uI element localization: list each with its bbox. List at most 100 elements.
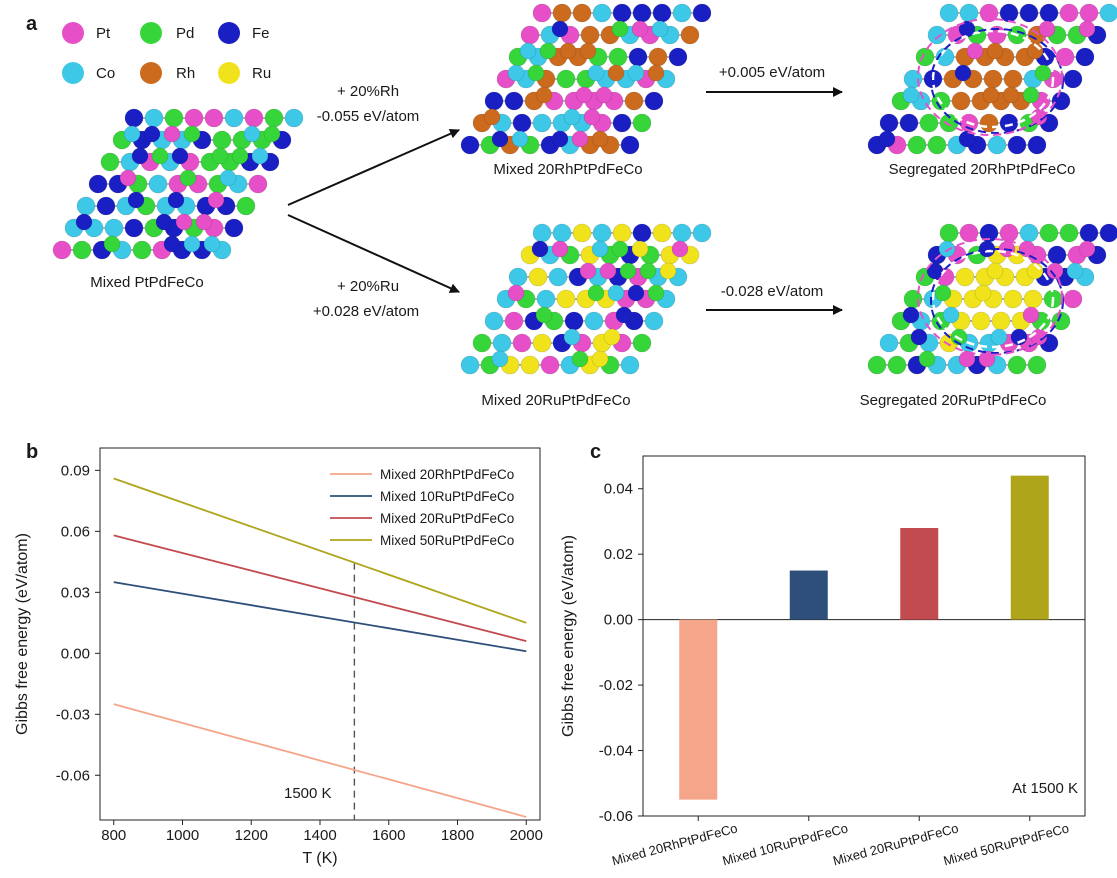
atom-pd [611, 240, 629, 258]
atom-fe [644, 91, 664, 111]
atom-pd [1039, 223, 1059, 243]
segregation-circle-blue [930, 248, 1064, 354]
atom-co [548, 267, 568, 287]
atom-pt [1078, 20, 1096, 38]
atom-ru [659, 262, 677, 280]
atom-co [927, 25, 947, 45]
arrow-to-rh [287, 129, 460, 206]
bar-2 [900, 528, 939, 620]
legend-entry: Mixed 50RuPtPdFeCo [380, 533, 514, 548]
atom-fe [88, 174, 108, 194]
atom-fe [1007, 135, 1027, 155]
atom-co [492, 333, 512, 353]
atom-fe [910, 328, 928, 346]
atom-co [536, 289, 556, 309]
atom-ru [520, 355, 540, 375]
atom-co [532, 113, 552, 133]
atom-pd [619, 262, 637, 280]
atom-co [519, 42, 537, 60]
atom-pt [1063, 289, 1083, 309]
label-mixed-20rh: Mixed 20RhPtPdFeCo [493, 161, 642, 178]
atom-fe [1027, 135, 1047, 155]
atom-rh [648, 47, 668, 67]
atom-co [123, 125, 141, 143]
slab-mixed-20rh [460, 3, 712, 155]
ru-segregation-energy: -0.028 eV/atom [721, 283, 824, 300]
atom-fe [531, 240, 549, 258]
atom-fe [612, 113, 632, 133]
atom-co [591, 240, 609, 258]
atom-pt [512, 333, 532, 353]
panel-label-a: a [26, 13, 38, 35]
atom-rh [983, 69, 1003, 89]
atom-co [938, 240, 956, 258]
atom-fe [902, 306, 920, 324]
atom-pt [1059, 3, 1079, 23]
atom-rh [1003, 69, 1023, 89]
legend-entry: Mixed 20RhPtPdFeCo [380, 467, 514, 482]
category-label: Mixed 20RuPtPdFeCo [831, 820, 960, 868]
x-tick-label: 800 [101, 827, 126, 844]
atom-pt [571, 130, 589, 148]
legend-label-fe: Fe [252, 25, 270, 42]
y-tick-label: 0.03 [61, 584, 90, 601]
atom-fe [163, 235, 181, 253]
line-plot-xlabel: T (K) [302, 850, 337, 867]
atom-pd [1027, 355, 1047, 375]
atom-co [627, 64, 645, 82]
atom-pt [1078, 240, 1096, 258]
legend-label-rh: Rh [176, 65, 195, 82]
atom-fe [899, 113, 919, 133]
atom-fe [1051, 91, 1071, 111]
y-tick-label: -0.06 [56, 767, 90, 784]
atom-ru [612, 223, 632, 243]
atom-co [942, 306, 960, 324]
atom-pd [231, 147, 249, 165]
atom-fe [167, 191, 185, 209]
category-label: Mixed 50RuPtPdFeCo [942, 820, 1071, 868]
atom-fe [612, 3, 632, 23]
atom-co [879, 333, 899, 353]
atom-pt [175, 213, 193, 231]
atom-fe [155, 213, 173, 231]
legend-label-co: Co [96, 65, 115, 82]
atom-pt [958, 350, 976, 368]
atom-pd [632, 113, 652, 133]
atom-ru [572, 223, 592, 243]
atom-pt [1055, 47, 1075, 67]
series-line-3 [113, 477, 527, 624]
atom-co [507, 64, 525, 82]
atom-co [592, 223, 612, 243]
atom-co [148, 174, 168, 194]
atom-fe [551, 130, 569, 148]
atom-pd [632, 333, 652, 353]
atom-co [508, 267, 528, 287]
atom-co [1066, 262, 1084, 280]
atom-ru [955, 267, 975, 287]
atom-fe [504, 91, 524, 111]
legend-label-ru: Ru [252, 65, 271, 82]
atom-ru [591, 350, 609, 368]
atom-pt [1079, 3, 1099, 23]
atom-ru [974, 284, 992, 302]
atom-fe [632, 223, 652, 243]
atom-pt [966, 42, 984, 60]
atom-pd [915, 47, 935, 67]
x-tick-label: 2000 [510, 827, 543, 844]
atom-pt [52, 240, 72, 260]
atom-co [990, 328, 1008, 346]
atom-co [620, 355, 640, 375]
atom-pt [163, 125, 181, 143]
atom-fe [564, 311, 584, 331]
x-tick-label: 1400 [303, 827, 336, 844]
atom-rh [607, 64, 625, 82]
atom-pt [540, 355, 560, 375]
category-label: Mixed 20RhPtPdFeCo [610, 820, 739, 868]
atom-pd [132, 240, 152, 260]
atom-pt [504, 311, 524, 331]
atom-fe [75, 213, 93, 231]
segregation-circle-pink [917, 238, 1063, 356]
atom-pd [72, 240, 92, 260]
atom-co [692, 223, 712, 243]
